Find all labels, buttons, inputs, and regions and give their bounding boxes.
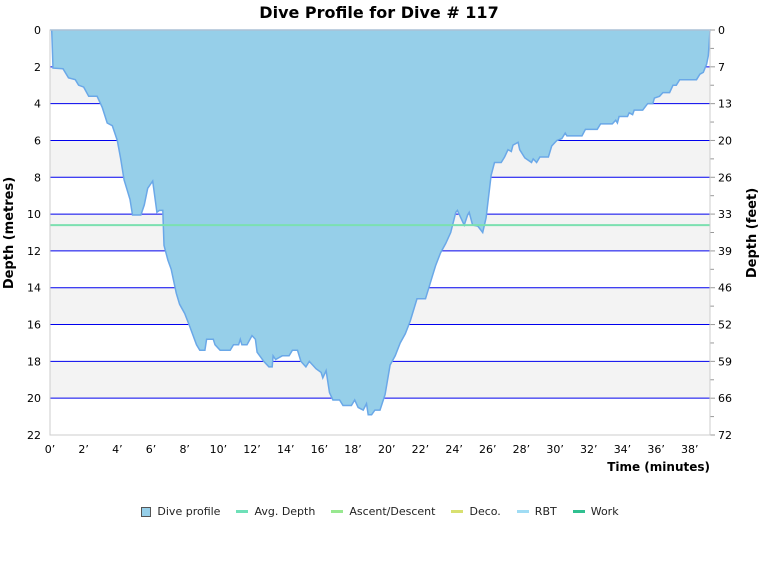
y2-tick-label: 33 [718,208,732,221]
x-tick-label: 10’ [210,443,228,456]
legend-label: Ascent/Descent [349,505,436,518]
y2-tick-label: 59 [718,355,732,368]
y-tick-label: 10 [27,208,41,221]
x-tick-label: 14’ [277,443,295,456]
y-tick-label: 22 [27,429,41,442]
y-tick-label: 12 [27,245,41,258]
x-tick-label: 38’ [681,443,699,456]
y-tick-label: 0 [34,24,41,37]
x-tick-label: 34’ [614,443,632,456]
legend-line-icon [572,510,585,513]
legend-line-icon [516,510,529,513]
y-tick-label: 18 [27,355,41,368]
legend-label: Work [590,505,619,518]
legend-label: RBT [534,505,557,518]
legend-item[interactable]: Avg. Depth [236,505,315,518]
legend-item[interactable]: Ascent/Descent [331,505,435,518]
y2-tick-label: 52 [718,319,732,332]
x-tick-label: 28’ [513,443,531,456]
legend-item[interactable]: Deco. [451,505,501,518]
y2-tick-label: 20 [718,134,732,147]
legend-box-icon [141,506,152,517]
x-tick-label: 24’ [445,443,463,456]
x-tick-label: 12’ [243,443,261,456]
y-tick-label: 8 [34,171,41,184]
legend-line-icon [236,510,249,513]
x-tick-label: 36’ [647,443,665,456]
legend-label: Deco. [469,505,501,518]
x-tick-label: 2’ [78,443,89,456]
y-tick-label: 6 [34,134,41,147]
legend-line-icon [331,510,344,513]
legend-item[interactable]: RBT [516,505,557,518]
x-tick-label: 18’ [344,443,362,456]
y2-tick-label: 72 [718,429,732,442]
y2-tick-label: 39 [718,245,732,258]
x-tick-label: 6’ [146,443,157,456]
x-tick-label: 4’ [112,443,123,456]
legend-item[interactable]: Dive profile [141,505,220,518]
y-tick-label: 4 [34,98,41,111]
chart-title: Dive Profile for Dive # 117 [259,3,498,22]
y2-tick-label: 0 [718,24,725,37]
dive-profile-chart: Dive Profile for Dive # 117 0 0 2 7 4 13 6 20 8 2… [2,3,760,474]
x-tick-label: 26’ [479,443,497,456]
legend-label: Avg. Depth [254,505,316,518]
x-tick-label: 8’ [179,443,190,456]
dive-profile-area [50,29,711,416]
x-tick-label: 16’ [311,443,329,456]
x-tick-label: 22’ [412,443,430,456]
x-tick-label: 0’ [45,443,56,456]
y2-tick-label: 46 [718,282,732,295]
y2-tick-label: 13 [718,98,732,111]
legend-item[interactable]: Work [572,505,619,518]
y2-tick-label: 7 [718,61,725,74]
x-axis-label: Time (minutes) [607,460,710,474]
x-tick-label: 32’ [580,443,598,456]
y2-tick-label: 26 [718,171,732,184]
legend-label: Dive profile [157,505,221,518]
x-tick-label: 30’ [546,443,564,456]
legend: Dive profile Avg. Depth Ascent/Descent Deco… [0,505,760,518]
y-tick-label: 2 [34,61,41,74]
y-tick-label: 16 [27,319,41,332]
y-tick-label: 14 [27,282,41,295]
plot-border [49,29,711,436]
y-tick-label: 20 [27,392,41,405]
y2-axis-label: Depth (feet) [745,188,760,278]
y-axis-label: Depth (metres) [2,177,17,289]
y2-tick-label: 66 [718,392,732,405]
legend-line-icon [451,510,464,513]
x-tick-label: 20’ [378,443,396,456]
